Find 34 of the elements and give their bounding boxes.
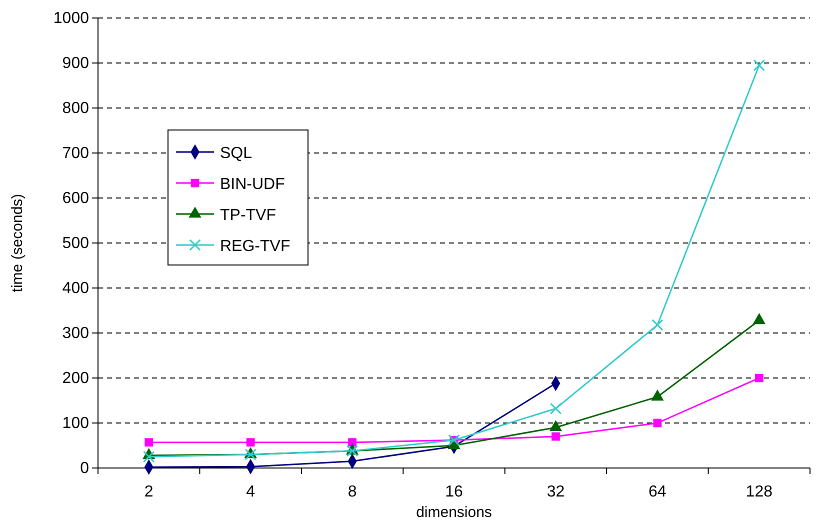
x-tick-label: 8 (348, 484, 357, 501)
x-tick-label: 2 (144, 484, 154, 501)
point (144, 438, 154, 447)
y-tick-label: 800 (62, 100, 90, 118)
y-tick-label: 100 (62, 415, 90, 432)
point (142, 450, 155, 463)
x-tick-label: 4 (246, 484, 256, 501)
legend-label: BIN-UDF (220, 176, 286, 193)
y-tick-label: 600 (62, 190, 90, 208)
legend-label: SQL (220, 145, 252, 162)
y-tick-label: 1000 (53, 10, 90, 28)
x-axis-title: dimensions (416, 504, 492, 521)
x-tick-label: 32 (546, 484, 565, 501)
point (550, 402, 562, 414)
y-tick-label: 300 (62, 325, 90, 342)
point (754, 374, 764, 382)
point (348, 438, 356, 447)
y-tick-label: 0 (80, 460, 90, 478)
point (653, 418, 662, 428)
x-tick-label: 128 (746, 484, 773, 501)
y-tick-label: 900 (62, 55, 90, 72)
y-tick-label: 200 (62, 370, 90, 388)
point (246, 438, 255, 447)
x-tick-label: 16 (445, 484, 463, 501)
y-tick-label: 400 (62, 280, 90, 298)
point (753, 59, 766, 72)
legend-label: REG-TVF (220, 238, 290, 255)
y-tick-label: 700 (62, 145, 90, 162)
point (552, 432, 560, 441)
legend-label: TP-TVF (220, 207, 276, 224)
x-tick-label: 64 (648, 484, 666, 501)
point (652, 319, 664, 331)
y-tick-label: 500 (62, 235, 90, 252)
y-axis-title: time (seconds) (9, 194, 26, 292)
